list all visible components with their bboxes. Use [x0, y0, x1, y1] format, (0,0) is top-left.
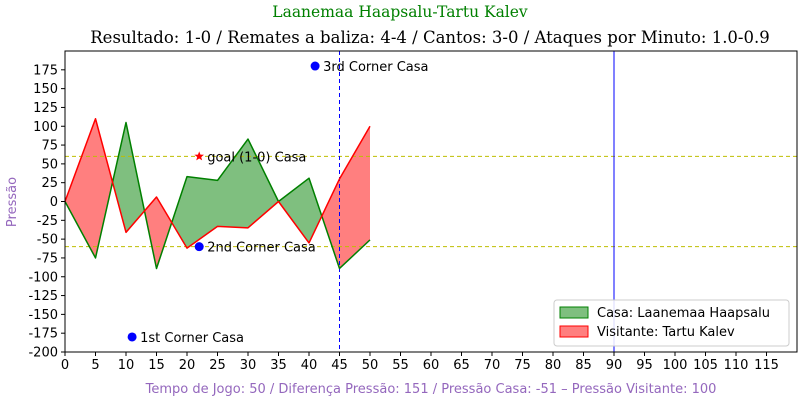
chart-title: Resultado: 1-0 / Remates a baliza: 4-4 /… [90, 28, 770, 47]
x-tick-label-10: 50 [362, 358, 379, 373]
annotation-label-2: 3rd Corner Casa [323, 60, 428, 75]
x-tick-label-22: 110 [724, 358, 749, 373]
pressure-fill-region-3 [171, 139, 279, 249]
y-tick-label-15: 175 [33, 63, 58, 78]
y-tick-label-12: 100 [33, 120, 58, 135]
x-tick-label-16: 80 [545, 358, 562, 373]
y-tick-label-7: -25 [37, 214, 58, 229]
y-axis-label: Pressão [5, 177, 20, 227]
y-tick-label-5: -75 [37, 251, 58, 266]
x-tick-label-9: 45 [331, 358, 348, 373]
chart-suptitle: Laanemaa Haapsalu-Tartu Kalev [272, 3, 528, 21]
x-tick-label-15: 75 [514, 358, 531, 373]
x-tick-label-7: 35 [270, 358, 287, 373]
y-tick-label-1: -175 [28, 327, 58, 342]
legend-label-0: Casa: Laanemaa Haapsalu [597, 306, 770, 321]
annotation-label-3: 1st Corner Casa [140, 331, 244, 346]
x-tick-label-18: 90 [606, 358, 623, 373]
y-tick-label-14: 150 [33, 82, 58, 97]
annotation-marker-3 [127, 332, 137, 342]
x-tick-label-6: 30 [240, 358, 257, 373]
pressure-fill-region-0 [65, 118, 113, 258]
legend-box [553, 299, 790, 347]
y-tick-label-11: 75 [41, 139, 58, 154]
x-tick-label-12: 60 [423, 358, 440, 373]
x-tick-label-1: 5 [91, 358, 99, 373]
plot-area: goal (1-0) Casa 2nd Corner Casa 3rd Corner… [28, 50, 798, 373]
annotation-marker-1 [194, 242, 204, 252]
annotation-label-0: goal (1-0) Casa [207, 150, 306, 165]
pressure-fill-region-5 [321, 126, 370, 269]
y-tick-label-0: -200 [28, 346, 58, 361]
y-tick-label-6: -50 [37, 233, 58, 248]
x-tick-label-11: 55 [392, 358, 409, 373]
y-tick-label-8: 0 [50, 195, 58, 210]
x-tick-label-5: 25 [209, 358, 226, 373]
x-tick-label-23: 115 [754, 358, 779, 373]
y-tick-label-13: 125 [33, 101, 58, 116]
legend-swatch-1 [559, 325, 589, 338]
x-tick-label-13: 65 [453, 358, 470, 373]
annotation-marker-2 [310, 61, 320, 71]
series-line-0 [64, 121, 371, 270]
x-tick-label-21: 105 [693, 358, 718, 373]
legend-label-1: Visitante: Tartu Kalev [597, 325, 735, 340]
x-tick-label-3: 15 [148, 358, 165, 373]
x-tick-label-8: 40 [301, 358, 318, 373]
annotation-marker-0 [194, 151, 204, 161]
x-tick-label-17: 85 [575, 358, 592, 373]
x-tick-label-14: 70 [484, 358, 501, 373]
x-tick-label-20: 100 [663, 358, 688, 373]
x-tick-label-19: 95 [636, 358, 653, 373]
pressure-fill-region-2 [144, 196, 172, 269]
y-tick-label-4: -100 [28, 270, 58, 285]
y-tick-label-2: -150 [28, 308, 58, 323]
x-tick-label-2: 10 [118, 358, 135, 373]
legend: Casa: Laanemaa Haapsalu Visitante: Tartu … [553, 299, 790, 347]
x-tick-label-0: 0 [61, 358, 69, 373]
series-line-1 [64, 117, 371, 249]
x-tick-label-4: 20 [179, 358, 196, 373]
y-tick-label-9: 25 [41, 176, 58, 191]
annotation-label-1: 2nd Corner Casa [207, 241, 316, 256]
pressure-fill-region-4 [278, 178, 322, 243]
x-axis-label: Tempo de Jogo: 50 / Diferença Pressão: 1… [145, 382, 717, 397]
y-tick-label-3: -125 [28, 289, 58, 304]
legend-swatch-0 [559, 306, 589, 319]
y-tick-label-10: 50 [41, 157, 58, 172]
